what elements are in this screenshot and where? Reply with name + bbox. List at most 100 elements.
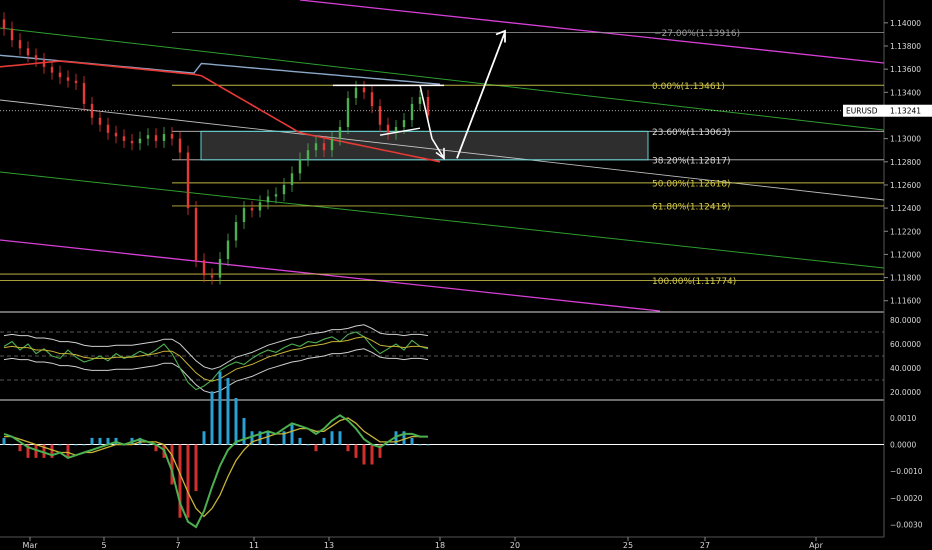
candle — [282, 178, 286, 202]
candle-body — [242, 208, 246, 222]
candle-body — [42, 59, 46, 67]
candle-body — [218, 259, 222, 278]
macd-tick-label: 0.0010 — [890, 414, 916, 423]
channel-lower-green — [0, 171, 885, 269]
price-tick-label: 1.14000 — [890, 19, 921, 28]
macd-histogram-bar — [186, 444, 190, 518]
candle-body — [290, 173, 294, 185]
time-tick-label: 11 — [249, 541, 259, 550]
macd-histogram-bar — [322, 437, 326, 445]
rsi-signal-line — [3, 336, 429, 382]
candle-body — [386, 124, 390, 133]
candle — [418, 90, 422, 111]
supply-demand-zone — [200, 130, 649, 161]
candle — [18, 33, 22, 56]
pattern-bottom-line — [379, 127, 421, 136]
macd-histogram-bar — [26, 444, 30, 458]
price-pane[interactable]: −27.00%(1.13916) 0.00%(1.13461) 23.60%(1.1… — [0, 0, 932, 312]
macd-histogram-bar — [218, 371, 222, 445]
macd-histogram-bar — [18, 444, 22, 452]
rsi-band-lower — [3, 348, 429, 394]
macd-histogram-bar — [394, 431, 398, 445]
candle-body — [346, 98, 350, 128]
candle-body — [90, 103, 94, 118]
candle-body — [322, 143, 326, 151]
macd-histogram-bar — [282, 431, 286, 445]
candle-body — [250, 208, 254, 211]
macd-histogram-bar — [338, 431, 342, 445]
macd-histogram-bar — [82, 444, 86, 446]
price-tick-label: 1.11600 — [890, 297, 921, 306]
axes-layer: 1.14000 1.13800 1.13600 1.13400 1.13000 1.128… — [22, 19, 922, 550]
macd-histogram-bar — [138, 437, 142, 445]
macd-histogram-bar — [346, 444, 350, 452]
candle-body — [330, 138, 334, 151]
macd-histogram-bar — [234, 398, 238, 445]
macd-tick-label: 0.0000 — [890, 441, 916, 450]
fib-level-label: −27.00%(1.13916) — [654, 29, 740, 39]
candle — [290, 166, 294, 192]
macd-histogram-bar — [370, 444, 374, 465]
trendline-white — [0, 99, 885, 201]
candle-body — [210, 275, 214, 278]
candle-body — [354, 87, 358, 99]
candle — [146, 128, 150, 146]
macd-histogram-bar — [90, 437, 94, 445]
time-tick-label: Mar — [22, 541, 38, 550]
time-tick-label: 18 — [435, 541, 445, 550]
candle — [202, 253, 206, 283]
macd-tick-label: −0.0010 — [890, 467, 923, 476]
price-tick-label: 1.13000 — [890, 135, 921, 144]
candle-body — [186, 152, 190, 209]
macd-histogram-bar — [50, 444, 54, 458]
candle-body — [274, 194, 278, 197]
macd-histogram-bar — [298, 437, 302, 445]
candle — [178, 131, 182, 160]
candle — [2, 12, 6, 36]
price-tick-label: 1.12600 — [890, 181, 921, 190]
candle-body — [338, 127, 342, 139]
macd-pane[interactable] — [0, 371, 884, 529]
candle — [50, 59, 54, 80]
candle — [106, 117, 110, 140]
price-tick-label: 1.13600 — [890, 65, 921, 74]
macd-histogram-bar — [34, 444, 38, 458]
macd-histogram-bar — [250, 431, 254, 445]
candle-body — [258, 202, 262, 211]
channel-upper-magenta — [299, 0, 885, 64]
candle-body — [282, 184, 286, 195]
candle — [370, 85, 374, 114]
macd-histogram-bar — [170, 444, 174, 485]
rsi-tick-label: 60.0000 — [890, 340, 921, 349]
channel-lower-magenta — [0, 239, 661, 312]
candle — [306, 143, 310, 167]
fib-level-label: 50.00%(1.12618) — [652, 179, 731, 189]
candle-body — [34, 55, 38, 60]
candle — [90, 96, 94, 125]
candle — [218, 252, 222, 285]
candle — [162, 127, 166, 148]
rsi-pane[interactable] — [0, 324, 884, 394]
fib-level-label: 23.60%(1.13063) — [652, 128, 731, 138]
macd-histogram-bar — [330, 431, 334, 445]
candle-body — [66, 77, 70, 81]
candle-body — [370, 92, 374, 107]
time-tick-label: 25 — [623, 541, 633, 550]
candle-body — [146, 135, 150, 139]
candle-body — [154, 135, 158, 141]
candle-body — [362, 87, 366, 93]
rsi-band-upper — [3, 324, 429, 370]
candle — [138, 131, 142, 151]
moving-average-red — [0, 60, 441, 163]
time-tick-label: 20 — [510, 541, 520, 550]
candle — [378, 99, 382, 132]
time-tick-label: 7 — [175, 541, 180, 550]
candle — [122, 129, 126, 148]
candle — [34, 48, 38, 67]
macd-histogram-bar — [402, 431, 406, 445]
macd-histogram-bar — [154, 444, 158, 452]
candle — [362, 80, 366, 100]
arrow-down-path — [419, 85, 445, 159]
macd-tick-label: −0.0030 — [890, 520, 923, 529]
